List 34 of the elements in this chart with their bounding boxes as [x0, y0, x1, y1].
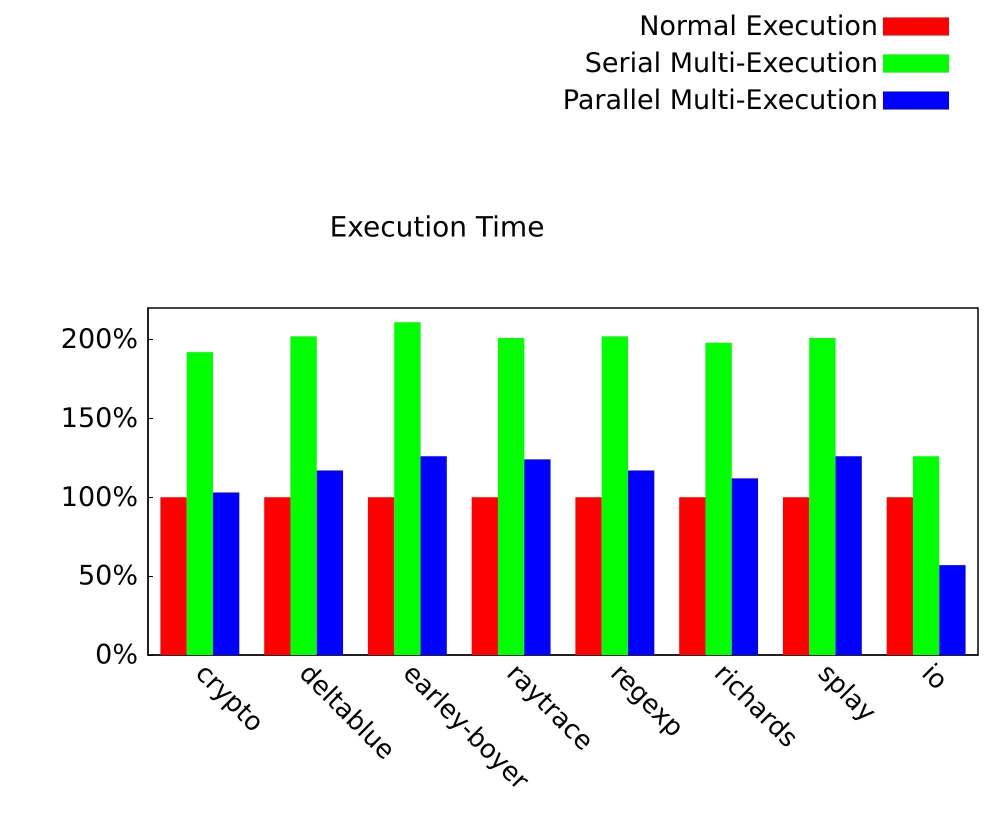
bar — [186, 352, 214, 655]
bar — [679, 497, 706, 655]
bar — [368, 497, 394, 655]
bar — [213, 492, 240, 655]
bar — [602, 336, 628, 655]
bar — [498, 338, 524, 655]
bar — [912, 456, 940, 655]
legend-label: Parallel Multi-Execution — [562, 85, 878, 116]
y-tick-label: 0% — [95, 640, 138, 670]
legend-label: Serial Multi-Execution — [584, 48, 878, 79]
bar — [524, 459, 551, 655]
y-tick-label: 50% — [78, 560, 138, 592]
bar — [575, 497, 602, 655]
bar — [472, 497, 498, 655]
y-tick-label: 100% — [60, 482, 138, 513]
bar — [732, 478, 758, 655]
y-tick-label: 200% — [60, 324, 138, 356]
y-tick-label: 150% — [60, 402, 138, 434]
bar — [316, 470, 344, 655]
bar — [705, 342, 732, 655]
bar — [628, 470, 654, 655]
bar — [836, 456, 862, 655]
bar — [782, 497, 810, 655]
chart-title: Execution Time — [330, 210, 544, 244]
x-tick-label: io — [916, 658, 954, 696]
bar — [264, 497, 290, 655]
bar — [394, 322, 421, 655]
bar — [420, 456, 447, 655]
bar — [160, 497, 187, 655]
bar — [886, 497, 913, 655]
legend-label: Normal Execution — [639, 11, 878, 42]
bar — [809, 338, 836, 655]
bar — [290, 336, 317, 655]
bar — [939, 565, 966, 655]
